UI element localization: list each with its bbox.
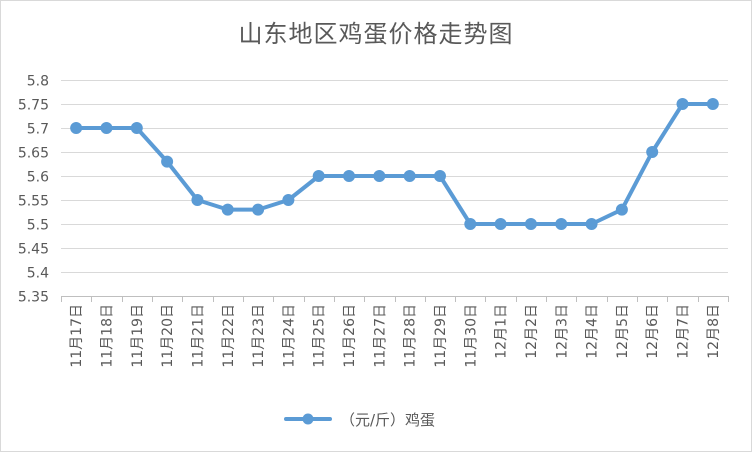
data-point <box>100 122 113 134</box>
x-tick-label: 12月8日 <box>706 304 722 359</box>
x-axis-tick-labels: 11月17日 11月18日 11月19日 11月20日 11月21日 11月22日 11月2… <box>69 304 722 368</box>
y-tick-label: 5.7 <box>27 122 49 138</box>
y-tick-label: 5.5 <box>27 218 49 234</box>
data-point <box>130 122 143 134</box>
chart-title: 山东地区鸡蛋价格走势图 <box>238 20 514 48</box>
y-tick-label: 5.75 <box>18 98 49 114</box>
x-tick-label: 11月21日 <box>190 304 206 368</box>
data-point <box>403 170 416 182</box>
data-point <box>464 218 477 230</box>
data-point <box>161 155 174 168</box>
y-tick-label: 5.45 <box>18 242 49 258</box>
y-tick-label: 5.6 <box>27 170 49 186</box>
data-point <box>615 203 628 216</box>
data-point <box>646 146 659 158</box>
x-tick-label: 12月2日 <box>524 304 540 359</box>
data-point <box>191 194 204 206</box>
x-tick-label: 11月25日 <box>312 304 328 368</box>
x-tick-label: 11月27日 <box>372 304 388 368</box>
x-tick-label: 11月30日 <box>463 304 479 368</box>
data-point <box>494 218 507 230</box>
x-tick-label: 12月6日 <box>645 304 661 359</box>
y-tick-label: 5.65 <box>18 146 49 162</box>
data-point <box>706 98 719 110</box>
y-axis-tick-labels: 5.8 5.75 5.7 5.65 5.6 5.55 5.5 5.45 5.4 5.35 <box>18 74 49 306</box>
x-tick-label: 12月5日 <box>615 304 631 359</box>
legend-marker <box>302 413 314 425</box>
x-tick-label: 11月24日 <box>281 304 297 368</box>
data-point <box>221 203 234 216</box>
series-egg-price <box>70 98 719 230</box>
y-tick-label: 5.8 <box>27 74 49 90</box>
x-tick-label: 12月7日 <box>676 304 692 359</box>
series-line <box>74 102 715 226</box>
legend-label: （元/斤）鸡蛋 <box>340 411 435 429</box>
x-tick-label: 11月19日 <box>130 304 146 368</box>
x-tick-label: 11月28日 <box>403 304 419 368</box>
y-tick-label: 5.35 <box>18 290 49 306</box>
data-point <box>312 170 325 182</box>
data-point <box>373 170 386 182</box>
x-tick-label: 11月23日 <box>251 304 267 368</box>
grid-lines <box>61 80 728 273</box>
data-point <box>252 203 265 216</box>
x-axis <box>61 296 729 302</box>
y-tick-label: 5.55 <box>18 194 49 210</box>
y-tick-label: 5.4 <box>27 266 49 282</box>
data-point <box>676 98 689 110</box>
data-point <box>343 170 356 182</box>
x-tick-label: 11月17日 <box>69 304 85 368</box>
data-point <box>585 218 598 230</box>
x-tick-label: 12月1日 <box>494 304 510 359</box>
x-tick-label: 11月20日 <box>160 304 176 368</box>
data-point <box>70 122 83 134</box>
data-point <box>282 194 295 206</box>
x-tick-label: 12月4日 <box>585 304 601 359</box>
x-tick-label: 11月22日 <box>221 304 237 368</box>
data-point <box>555 218 568 230</box>
x-tick-label: 12月3日 <box>554 304 570 359</box>
x-tick-label: 11月29日 <box>433 304 449 368</box>
data-point <box>433 170 446 182</box>
data-point <box>524 218 537 230</box>
x-tick-label: 11月26日 <box>342 304 358 368</box>
legend: （元/斤）鸡蛋 <box>284 411 435 429</box>
x-tick-label: 11月18日 <box>99 304 115 368</box>
